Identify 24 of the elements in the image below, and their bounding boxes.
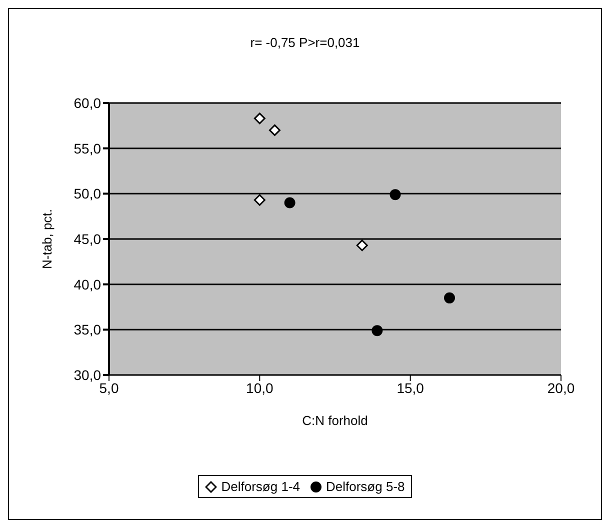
y-tick-label: 40,0: [74, 276, 102, 292]
x-tick-label: 5,0: [99, 380, 119, 396]
y-tick-label: 60,0: [74, 94, 102, 111]
point: [268, 124, 280, 136]
x-axis-title: C:N forhold: [302, 413, 368, 428]
x-tick-label: 15,0: [396, 380, 424, 396]
point: [444, 292, 456, 304]
point: [254, 194, 266, 206]
y-tick-label: 55,0: [74, 140, 102, 156]
chart-title: r= -0,75 P>r=0,031: [249, 34, 361, 52]
point: [390, 189, 401, 200]
x-tick-label: 20,0: [547, 380, 575, 396]
point: [284, 197, 296, 208]
y-tick-label: 50,0: [74, 186, 102, 202]
legend-label: Delforsøg 5-8: [325, 479, 405, 494]
y-axis-title: N-tab, pct.: [40, 209, 55, 269]
y-tick-label: 45,0: [74, 230, 102, 247]
point: [356, 240, 368, 252]
point: [254, 112, 266, 124]
y-tick-label: 35,0: [74, 322, 102, 338]
point: [372, 325, 383, 336]
y-tick-label: 30,0: [74, 366, 102, 383]
x-tick-label: 10,0: [246, 380, 274, 396]
legend-label: Delforsøg 1-4: [220, 479, 300, 494]
